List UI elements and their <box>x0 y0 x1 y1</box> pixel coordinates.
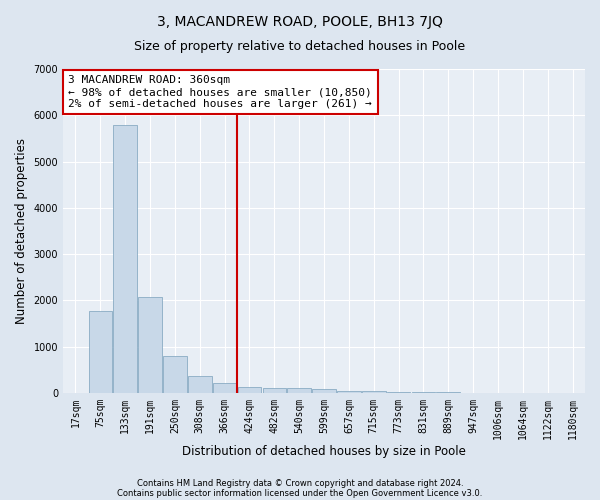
Y-axis label: Number of detached properties: Number of detached properties <box>15 138 28 324</box>
Bar <box>337 390 361 393</box>
Bar <box>263 388 286 393</box>
Text: Size of property relative to detached houses in Poole: Size of property relative to detached ho… <box>134 40 466 53</box>
Text: Contains public sector information licensed under the Open Government Licence v3: Contains public sector information licen… <box>118 488 482 498</box>
Bar <box>113 124 137 393</box>
Bar <box>387 392 410 393</box>
Text: 3 MACANDREW ROAD: 360sqm
← 98% of detached houses are smaller (10,850)
2% of sem: 3 MACANDREW ROAD: 360sqm ← 98% of detach… <box>68 76 372 108</box>
Bar <box>213 383 236 393</box>
Text: Contains HM Land Registry data © Crown copyright and database right 2024.: Contains HM Land Registry data © Crown c… <box>137 478 463 488</box>
Bar <box>287 388 311 393</box>
X-axis label: Distribution of detached houses by size in Poole: Distribution of detached houses by size … <box>182 444 466 458</box>
Bar <box>312 390 336 393</box>
Bar <box>89 310 112 393</box>
Bar <box>188 376 212 393</box>
Text: 3, MACANDREW ROAD, POOLE, BH13 7JQ: 3, MACANDREW ROAD, POOLE, BH13 7JQ <box>157 15 443 29</box>
Bar <box>238 388 261 393</box>
Bar <box>138 296 162 393</box>
Bar <box>412 392 435 393</box>
Bar <box>362 390 386 393</box>
Bar <box>163 356 187 393</box>
